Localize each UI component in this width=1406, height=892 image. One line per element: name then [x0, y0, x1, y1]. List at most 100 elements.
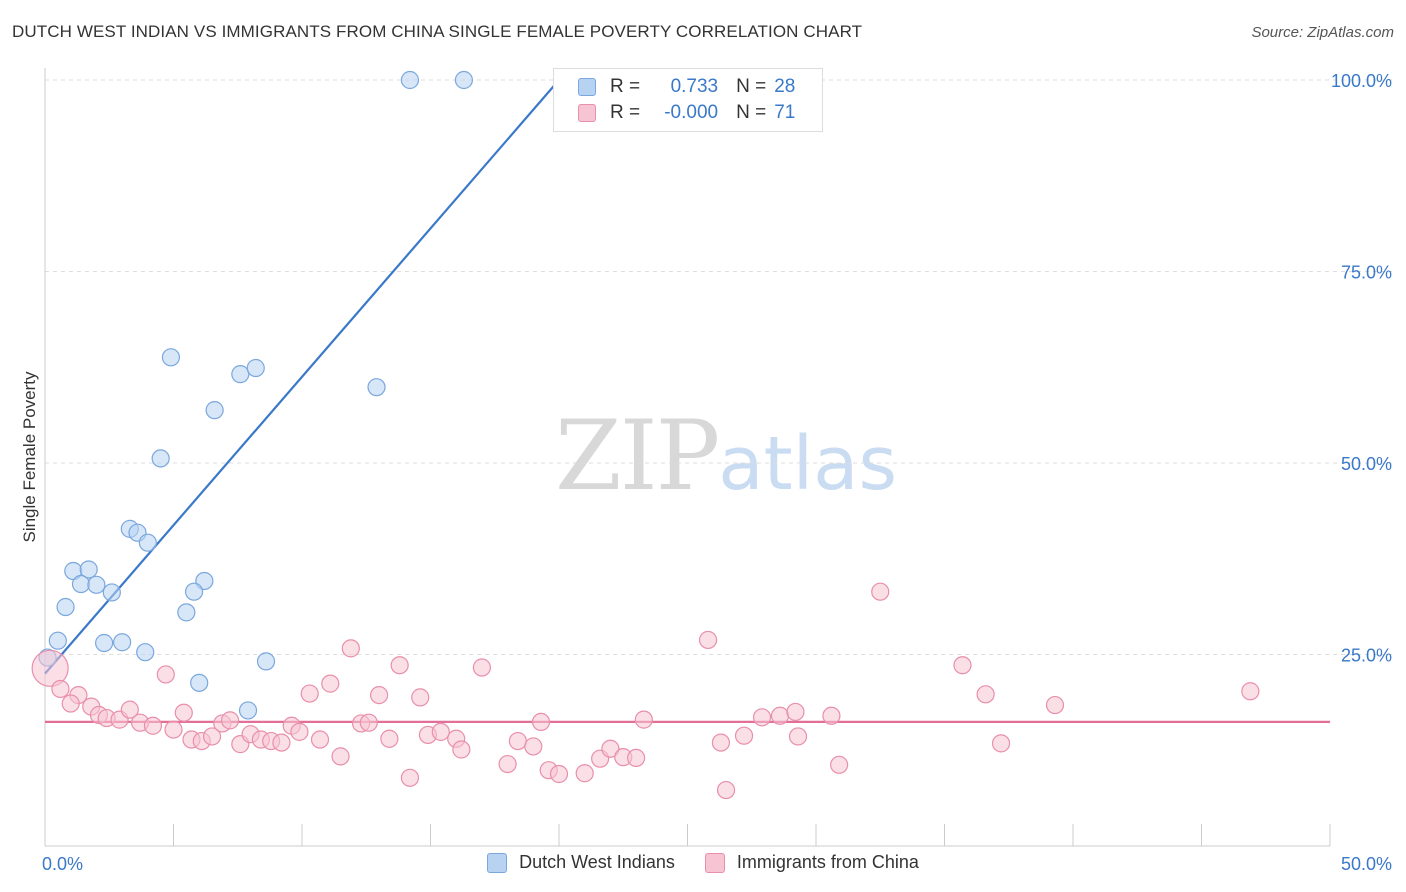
point-dutch-west-indians	[79, 560, 98, 579]
point-immigrants-from-china	[400, 768, 420, 787]
y-tick-label: 50.0%	[1341, 454, 1392, 474]
point-dutch-west-indians	[177, 603, 196, 622]
point-immigrants-from-china	[370, 685, 389, 705]
legend-r-label: R =	[610, 76, 641, 97]
legend-row-dutch-west-indians: R = 0.733 N = 28	[578, 75, 795, 99]
point-immigrants-from-china	[411, 688, 430, 707]
point-immigrants-from-china	[788, 727, 808, 746]
point-immigrants-from-china	[716, 780, 736, 800]
point-dutch-west-indians	[161, 348, 181, 367]
watermark: ZIPatlas	[555, 400, 897, 512]
legend-swatch-blue	[578, 78, 596, 96]
point-immigrants-from-china	[575, 764, 594, 783]
series-swatch-blue	[487, 852, 508, 873]
point-dutch-west-indians	[367, 378, 386, 397]
point-immigrants-from-china	[156, 665, 175, 684]
legend-n-label: N =	[736, 102, 767, 123]
point-dutch-west-indians	[56, 597, 75, 617]
point-immigrants-from-china	[202, 727, 222, 746]
point-immigrants-from-china	[991, 734, 1011, 753]
point-immigrants-from-china	[734, 726, 754, 745]
point-immigrants-from-china	[120, 700, 139, 719]
point-immigrants-from-china	[272, 733, 291, 752]
point-immigrants-from-china	[431, 722, 450, 741]
point-dutch-west-indians	[454, 70, 474, 90]
series-legend-item-dutch-west-indians[interactable]: Dutch West Indians	[487, 852, 675, 873]
point-immigrants-from-china	[290, 722, 309, 741]
point-dutch-west-indians	[256, 652, 276, 671]
point-immigrants-from-china	[976, 685, 995, 704]
point-immigrants-from-china	[51, 679, 70, 699]
point-immigrants-from-china	[711, 733, 731, 752]
point-immigrants-from-china	[143, 716, 163, 735]
tick-labels: 25.0% 50.0% 75.0% 100.0% 0.0% 50.0%	[42, 71, 1392, 874]
point-immigrants-from-china	[359, 713, 378, 732]
point-dutch-west-indians	[231, 365, 250, 384]
correlation-legend: R = 0.733 N = 28 R = -0.000 N = 71	[553, 68, 823, 132]
point-immigrants-from-china	[61, 694, 80, 713]
point-immigrants-from-china	[770, 706, 790, 725]
point-immigrants-from-china	[452, 740, 471, 759]
legend-n-value: 28	[774, 76, 796, 97]
point-immigrants-from-china	[953, 656, 972, 675]
point-dutch-west-indians	[151, 449, 170, 468]
legend-n-label: N =	[736, 76, 767, 97]
trend-lines	[44, 79, 1330, 724]
point-dutch-west-indians	[400, 70, 420, 90]
x-tick-label-max: 50.0%	[1341, 854, 1392, 874]
point-immigrants-from-china	[752, 708, 772, 727]
point-immigrants-from-china	[830, 755, 849, 774]
point-immigrants-from-china	[498, 754, 517, 774]
point-dutch-west-indians	[48, 631, 67, 650]
point-immigrants-from-china	[531, 712, 551, 732]
legend-r-value: -0.000	[664, 102, 719, 123]
point-immigrants-from-china	[472, 658, 491, 677]
point-dutch-west-indians	[87, 575, 106, 594]
point-immigrants-from-china	[341, 639, 360, 658]
point-immigrants-from-china	[871, 582, 890, 601]
point-immigrants-from-china	[626, 748, 646, 768]
source-label: Source: ZipAtlas.com	[1251, 24, 1394, 41]
point-dutch-west-indians	[71, 574, 91, 594]
point-immigrants-from-china	[321, 674, 340, 693]
point-dutch-west-indians	[136, 643, 155, 662]
y-tick-label: 75.0%	[1341, 263, 1392, 283]
legend-swatch-pink	[578, 104, 596, 122]
x-tick-label-min: 0.0%	[42, 854, 83, 874]
point-immigrants-from-china	[331, 747, 350, 766]
point-immigrants-from-china	[634, 710, 653, 729]
y-tick-label: 100.0%	[1331, 71, 1392, 91]
trend-line-dutch-west-indians	[44, 79, 560, 675]
point-dutch-west-indians	[205, 401, 224, 420]
point-dutch-west-indians	[238, 701, 258, 720]
point-immigrants-from-china	[822, 706, 841, 725]
point-immigrants-from-china	[601, 739, 620, 758]
point-immigrants-from-china	[31, 649, 69, 687]
point-dutch-west-indians	[138, 533, 157, 552]
axes	[44, 68, 1331, 847]
y-tick-label: 25.0%	[1341, 646, 1392, 666]
series-legend-label: Immigrants from China	[736, 852, 919, 872]
legend-row-immigrants-from-china: R = -0.000 N = 71	[578, 101, 795, 125]
point-immigrants-from-china	[524, 737, 543, 756]
watermark-zip: ZIP	[555, 400, 720, 512]
point-immigrants-from-china	[310, 730, 330, 749]
series-legend-item-immigrants-from-china[interactable]: Immigrants from China	[704, 852, 919, 873]
point-dutch-west-indians	[112, 633, 132, 652]
point-immigrants-from-china	[174, 703, 193, 722]
point-immigrants-from-china	[220, 711, 240, 730]
point-dutch-west-indians	[190, 673, 209, 692]
data-points	[31, 70, 1260, 800]
point-immigrants-from-china	[380, 729, 399, 748]
point-dutch-west-indians	[102, 583, 121, 602]
series-swatch-pink	[704, 852, 725, 873]
point-immigrants-from-china	[786, 702, 805, 722]
point-dutch-west-indians	[95, 633, 114, 653]
point-immigrants-from-china	[508, 731, 527, 751]
point-immigrants-from-china	[549, 764, 569, 784]
point-immigrants-from-china	[390, 656, 409, 675]
point-immigrants-from-china	[1241, 682, 1260, 701]
watermark-atlas: atlas	[718, 421, 898, 507]
point-immigrants-from-china	[300, 684, 319, 703]
